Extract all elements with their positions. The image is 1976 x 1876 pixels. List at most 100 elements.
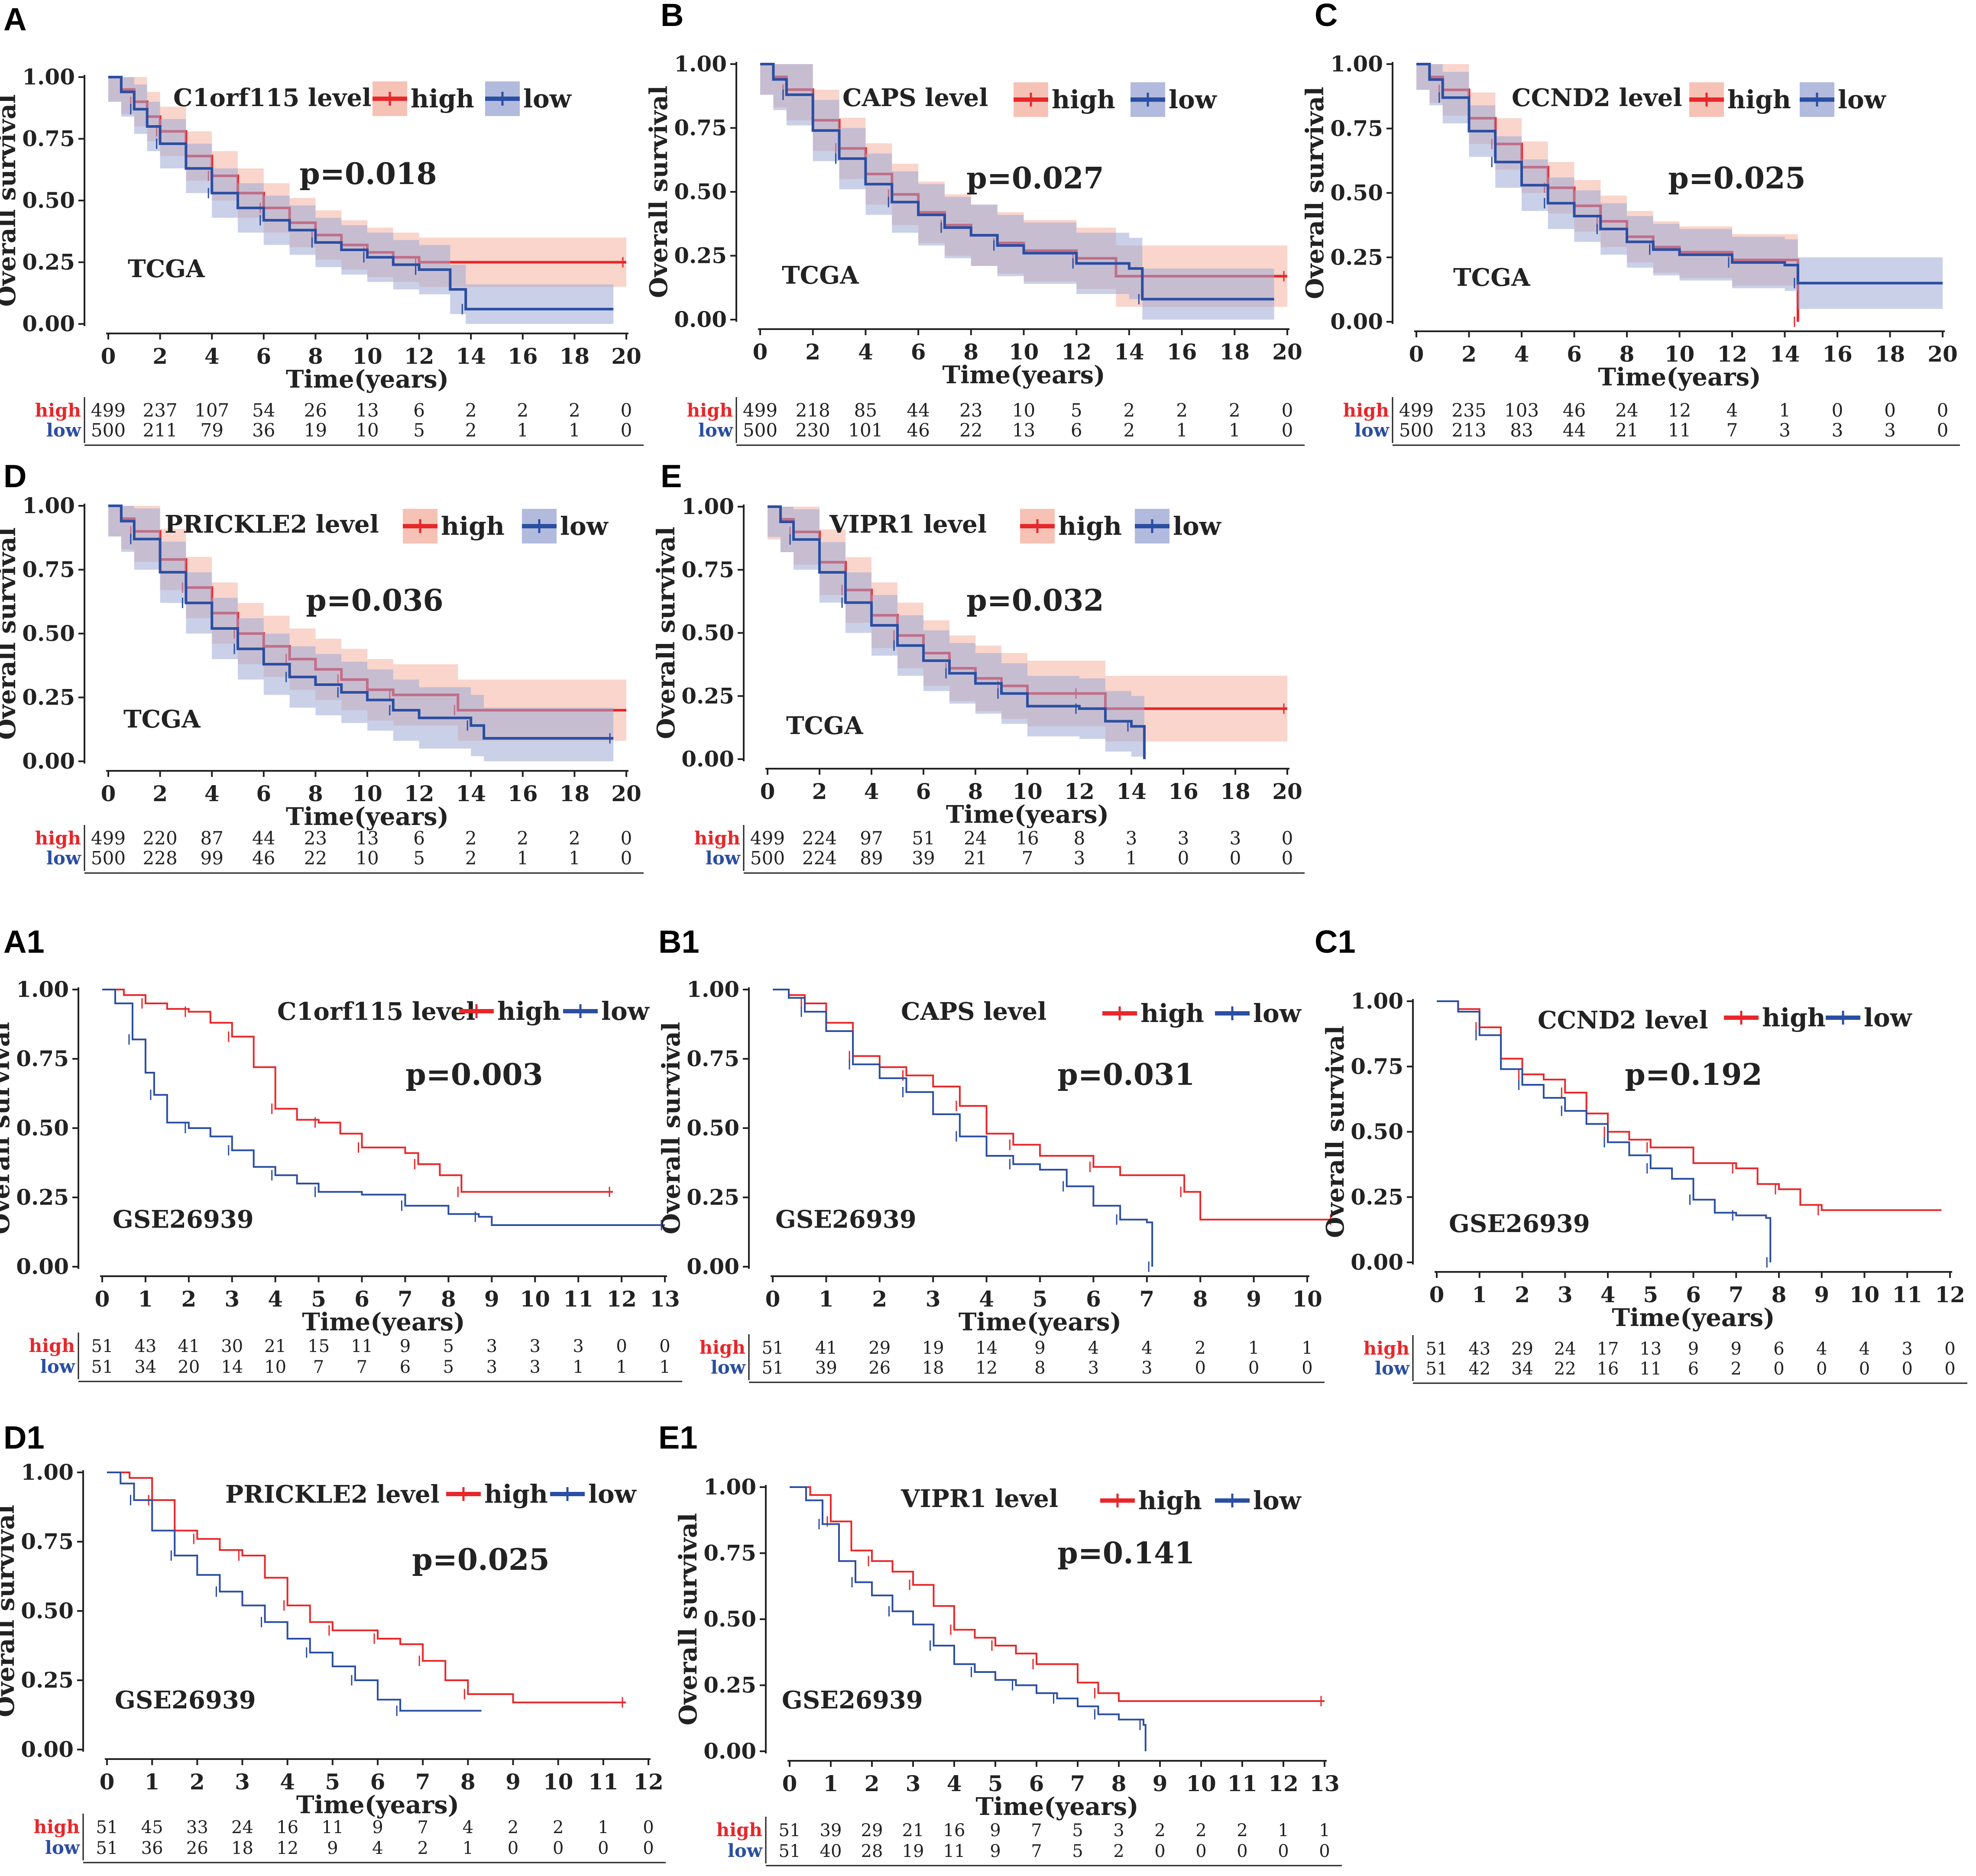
risk-count-high: 2	[1237, 1821, 1247, 1840]
dataset-label: GSE26939	[113, 1205, 254, 1234]
risk-count-high: 87	[200, 828, 223, 849]
legend-label-low: low	[1173, 511, 1222, 541]
risk-count-high: 24	[1615, 400, 1638, 421]
risk-count-low: 0	[1237, 1841, 1247, 1861]
risk-count-high: 0	[1832, 400, 1843, 421]
dataset-label: TCGA	[782, 261, 859, 290]
risk-count-high: 45	[141, 1818, 163, 1837]
risk-count-high: 4	[1088, 1338, 1099, 1358]
x-tick-label: 12	[1061, 339, 1092, 365]
risk-count-high: 26	[304, 400, 327, 421]
x-tick-label: 5	[988, 1771, 1003, 1796]
legend-label-high: high	[484, 1479, 548, 1509]
panel-letter: D	[3, 458, 26, 494]
risk-count-high: 15	[308, 1336, 330, 1356]
risk-count-low: 10	[356, 420, 379, 441]
x-tick-label: 4	[864, 779, 879, 804]
risk-count-low: 11	[1639, 1359, 1662, 1379]
risk-count-high: 51	[91, 1336, 113, 1356]
risk-count-high: 2	[569, 828, 580, 849]
risk-count-high: 4	[1859, 1339, 1870, 1359]
risk-count-high: 107	[194, 400, 229, 421]
x-tick-label: 10	[543, 1769, 573, 1795]
risk-count-high: 1	[1302, 1338, 1312, 1358]
legend-label-high: high	[441, 511, 505, 541]
risk-count-low: 0	[1859, 1359, 1870, 1379]
survival-curve-high	[790, 1486, 1325, 1702]
x-tick-label: 14	[456, 781, 486, 806]
risk-count-low: 211	[143, 420, 178, 441]
risk-count-low: 7	[356, 1357, 367, 1377]
risk-count-low: 36	[141, 1838, 163, 1858]
x-tick-label: 16	[1168, 779, 1199, 804]
risk-count-low: 0	[643, 1838, 654, 1858]
risk-label-high: high	[1364, 1338, 1409, 1359]
x-tick-label: 0	[1429, 1282, 1445, 1307]
x-axis-title: Time(years)	[286, 365, 449, 394]
risk-count-low: 20	[178, 1357, 200, 1377]
y-tick-label: 0.25	[22, 249, 75, 275]
x-tick-label: 5	[325, 1769, 340, 1795]
risk-count-low: 4	[372, 1838, 383, 1858]
x-tick-label: 4	[979, 1286, 994, 1312]
risk-count-low: 12	[276, 1838, 298, 1858]
x-tick-label: 10	[1009, 339, 1039, 365]
x-tick-label: 2	[1461, 341, 1477, 367]
p-value: p=0.192	[1625, 1058, 1762, 1092]
risk-count-high: 12	[1668, 400, 1691, 421]
survival-curve-low	[107, 1472, 482, 1712]
risk-count-high: 0	[1944, 1339, 1955, 1359]
risk-count-low: 3	[1074, 847, 1085, 869]
risk-count-high: 0	[1282, 828, 1293, 849]
x-tick-label: 0	[753, 339, 768, 365]
x-tick-label: 2	[872, 1286, 887, 1312]
p-value: p=0.031	[1057, 1058, 1195, 1092]
panel-b: B0.000.250.500.751.000 2 4 6 8 10 12 14 16 18 20Ti…	[645, 0, 1305, 446]
legend-label-low: low	[560, 511, 609, 541]
y-tick-label: 0.50	[681, 620, 734, 646]
y-tick-label: 0.00	[1351, 1249, 1403, 1275]
risk-count-high: 23	[304, 828, 327, 849]
risk-count-high: 46	[1563, 400, 1586, 421]
risk-count-low: 224	[802, 847, 837, 869]
x-tick-label: 6	[1029, 1771, 1044, 1796]
risk-count-high: 44	[252, 828, 275, 849]
risk-count-low: 1	[1229, 420, 1241, 441]
risk-label-low: low	[698, 420, 733, 441]
risk-count-low: 3	[1779, 420, 1791, 441]
x-tick-label: 18	[1220, 339, 1250, 365]
risk-count-high: 39	[820, 1821, 842, 1840]
risk-count-high: 4	[1816, 1339, 1827, 1359]
risk-count-low: 6	[1688, 1359, 1699, 1379]
risk-count-high: 19	[922, 1338, 944, 1358]
risk-count-low: 500	[1399, 420, 1434, 441]
risk-count-high: 5	[1072, 1821, 1083, 1840]
gene-level-label: CAPS level	[901, 997, 1046, 1026]
risk-count-high: 7	[417, 1818, 428, 1837]
survival-curve-low	[1416, 63, 1943, 285]
risk-count-low: 19	[304, 420, 327, 441]
risk-table: highlow499500235213103834644242112114713…	[1343, 397, 1960, 446]
x-tick-label: 0	[101, 343, 116, 369]
y-tick-label: 1.00	[1330, 51, 1383, 77]
y-tick-label: 1.00	[1351, 988, 1403, 1014]
x-tick-label: 3	[906, 1771, 921, 1796]
x-tick-label: 7	[398, 1286, 413, 1312]
risk-count-high: 16	[1016, 828, 1039, 849]
x-tick-label: 2	[152, 343, 168, 369]
risk-count-low: 0	[1154, 1841, 1165, 1861]
x-tick-label: 9	[505, 1769, 521, 1795]
x-tick-label: 12	[1064, 779, 1095, 804]
risk-count-high: 44	[907, 400, 930, 421]
x-tick-label: 8	[441, 1286, 456, 1312]
risk-count-high: 224	[802, 828, 837, 849]
risk-count-high: 11	[351, 1336, 373, 1356]
risk-label-low: low	[711, 1357, 746, 1378]
legend-label-high: high	[497, 996, 561, 1026]
x-tick-label: 8	[968, 779, 983, 804]
x-tick-label: 14	[1770, 341, 1800, 367]
risk-count-high: 1	[598, 1818, 609, 1837]
p-value: p=0.027	[966, 161, 1104, 196]
risk-count-high: 16	[943, 1821, 965, 1840]
